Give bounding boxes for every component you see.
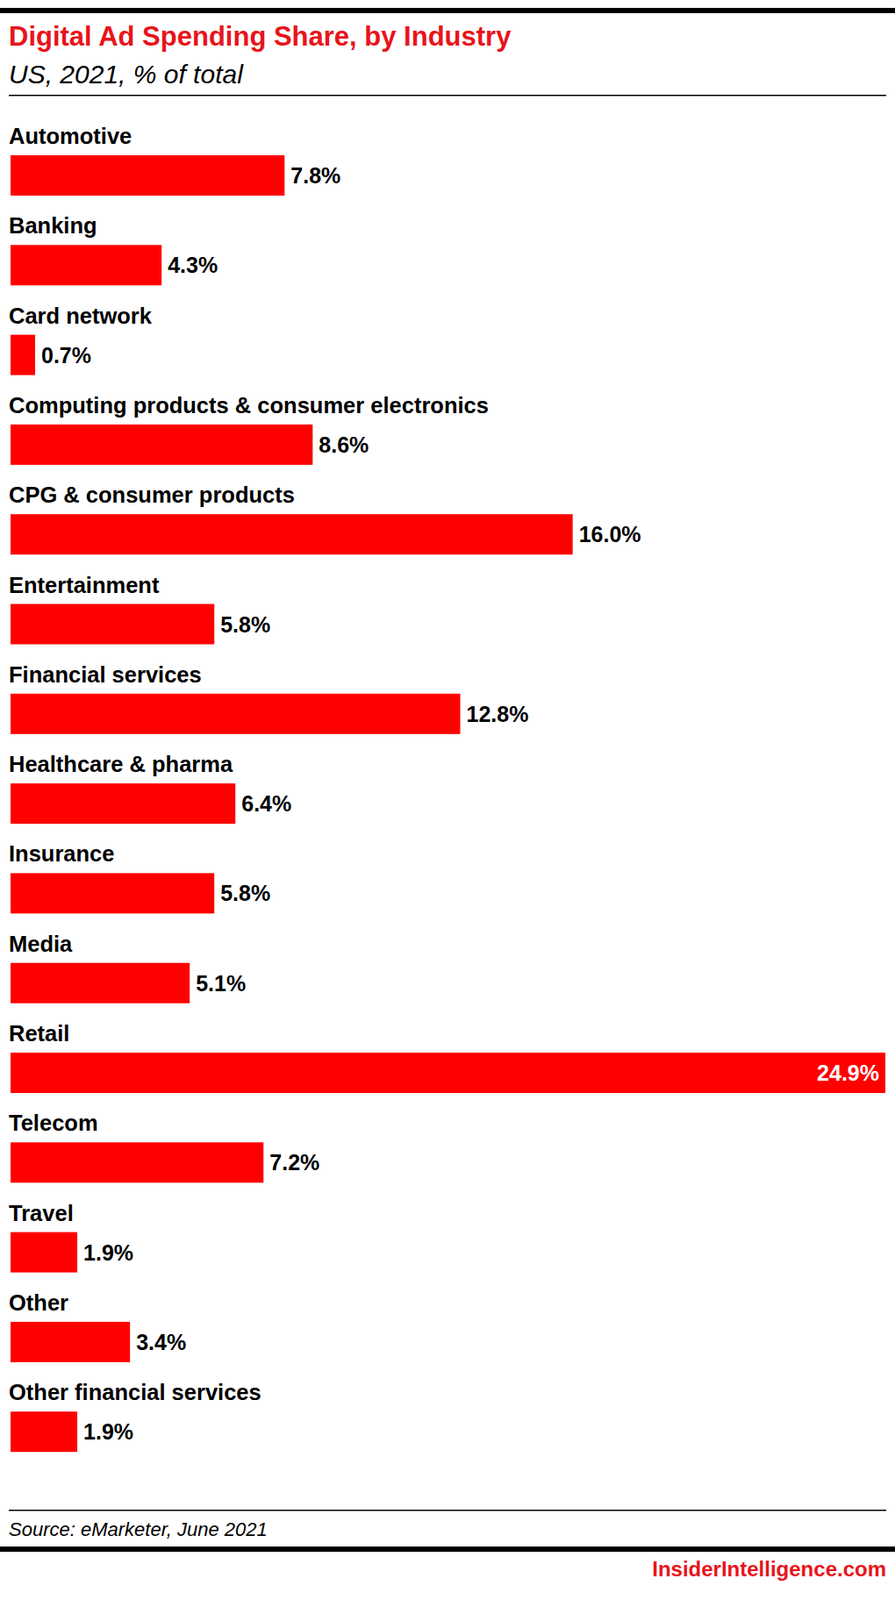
data-label: 7.2% [269, 1150, 320, 1175]
data-label: 8.6% [318, 432, 369, 458]
category-label: Healthcare & pharma [8, 751, 234, 777]
credit: InsiderIntelligence.com [651, 1557, 887, 1582]
data-label: 1.9% [83, 1419, 134, 1445]
footer-rule [8, 1510, 887, 1512]
title: Digital Ad Spending Share, by Industry [8, 21, 512, 52]
category-label: CPG & consumer products [8, 482, 295, 508]
bar [10, 424, 313, 466]
data-label: 3.4% [136, 1330, 187, 1355]
chart: Digital Ad Spending Share, by Industry US… [0, 0, 895, 1600]
category-label: Travel [8, 1201, 74, 1226]
category-label: Financial services [8, 662, 202, 688]
bar [10, 604, 215, 645]
bottom-rule [0, 1546, 895, 1553]
bar [10, 1232, 78, 1274]
bar [10, 1052, 886, 1094]
bar [10, 155, 285, 196]
data-label: 5.8% [220, 880, 271, 906]
bars [10, 155, 886, 1453]
category-label: Automotive [8, 123, 132, 149]
data-label: 7.8% [290, 163, 341, 188]
bar [10, 1142, 264, 1183]
data-label: 24.9% [816, 1060, 880, 1086]
bar [10, 1322, 130, 1363]
category-label: Computing products & consumer electronic… [8, 393, 489, 418]
bar [10, 963, 190, 1004]
category-label: Retail [8, 1021, 70, 1046]
data-label: 12.8% [466, 701, 530, 727]
data-label: 16.0% [579, 522, 642, 547]
category-label: Card network [8, 303, 153, 329]
data-label: 5.1% [195, 971, 246, 996]
bar [10, 244, 162, 286]
data-label: 1.9% [83, 1240, 134, 1266]
header-rule [8, 94, 887, 97]
data-label: 4.3% [167, 252, 218, 278]
category-label: Telecom [8, 1110, 99, 1136]
category-label: Insurance [8, 841, 115, 867]
category-label: Media [8, 931, 73, 957]
bar [10, 514, 573, 555]
data-labels: 7.8% 4.3% 0.7% 8.6% 16.0% 5.8% 12.8% 6.4% 5.8% 5.… [41, 163, 880, 1445]
bar [10, 335, 36, 376]
data-label: 0.7% [41, 343, 92, 368]
subtitle: US, 2021, % of total [8, 59, 244, 89]
category-label: Banking [8, 213, 98, 238]
category-label: Entertainment [8, 572, 160, 598]
top-rule [0, 7, 895, 14]
category-label: Other financial services [8, 1380, 262, 1405]
bar [10, 694, 461, 735]
category-labels: Automotive Banking Card network Computing p… [8, 123, 489, 1405]
bar [10, 1411, 78, 1453]
category-label: Other [8, 1290, 69, 1316]
source: Source: eMarketer, June 2021 [8, 1518, 268, 1541]
bar [10, 783, 236, 824]
data-label: 5.8% [220, 612, 271, 638]
bar [10, 873, 215, 914]
data-label: 6.4% [241, 791, 292, 817]
